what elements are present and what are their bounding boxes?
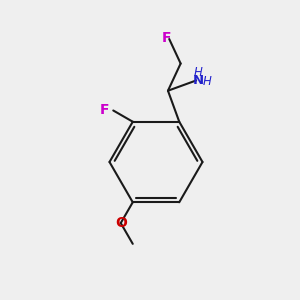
Text: N: N (193, 74, 204, 87)
Text: H: H (202, 76, 211, 88)
Text: O: O (115, 216, 127, 230)
Text: F: F (162, 31, 172, 45)
Text: H: H (193, 67, 202, 80)
Text: F: F (100, 103, 110, 118)
